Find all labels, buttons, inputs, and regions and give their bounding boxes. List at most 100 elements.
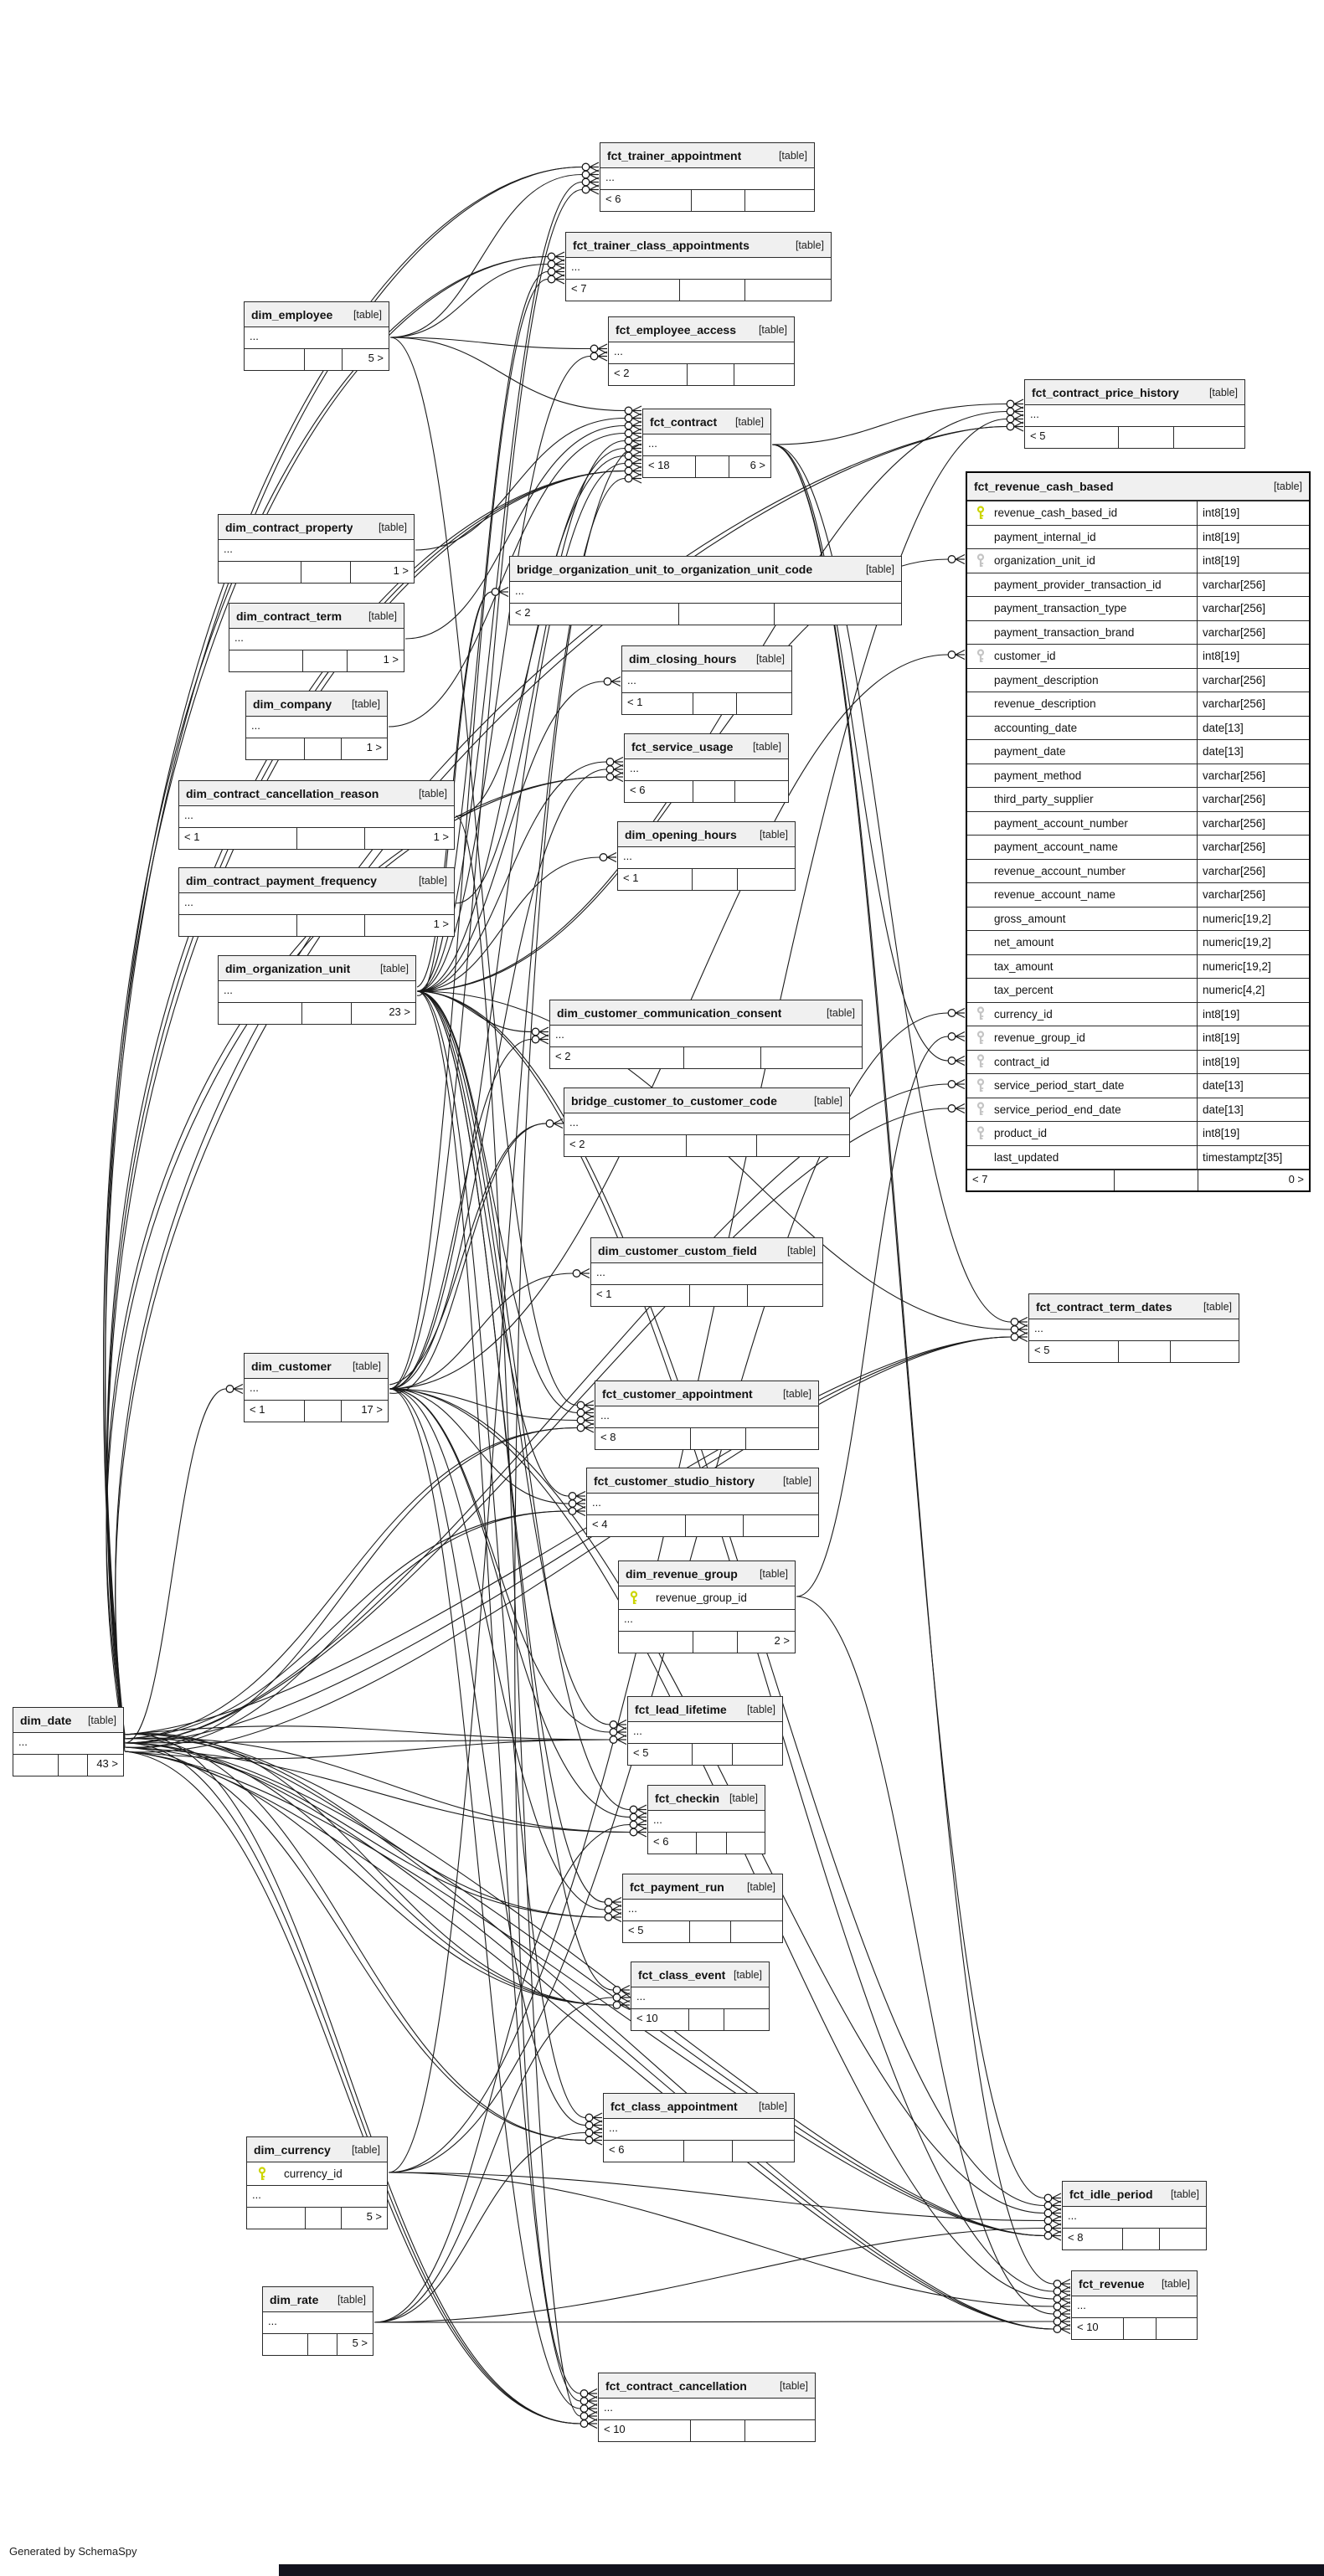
columns-ellipsis-row: ... [623, 1900, 782, 1921]
table-fct_contract_price_history[interactable]: fct_contract_price_history [table]... < 5 [1024, 379, 1245, 449]
crow-foot-marker [568, 1498, 586, 1509]
relationship-line [388, 432, 626, 728]
columns-ellipsis-row: ... [631, 1987, 769, 2009]
table-dim_closing_hours[interactable]: dim_closing_hours [table]... < 1 [621, 645, 792, 715]
table-dim_employee[interactable]: dim_employee [table]... 5 > [244, 301, 389, 371]
table-header: fct_employee_access [table] [609, 317, 794, 342]
relationship-line [124, 1737, 631, 1833]
horizontal-scrollbar-thumb[interactable] [279, 2564, 1324, 2576]
table-fct_customer_appointment[interactable]: fct_customer_appointment [table]... < 8 [595, 1381, 819, 1450]
table-dim_company[interactable]: dim_company [table]... 1 > [245, 691, 388, 760]
relationship-line [124, 1336, 1012, 1744]
columns-ellipsis-row: ... [179, 893, 454, 915]
footer-incoming-count: < 6 [630, 784, 646, 796]
table-bridge_customer_to_customer_code[interactable]: bridge_customer_to_customer_code [table].… [564, 1087, 850, 1157]
table-fct_class_appointment[interactable]: fct_class_appointment [table]... < 6 [603, 2093, 795, 2162]
column-name: payment_description [994, 673, 1099, 686]
crow-foot-marker [576, 1422, 595, 1433]
table-dim_customer_communication_consent[interactable]: dim_customer_communication_consent [table… [549, 1000, 863, 1069]
table-name: fct_customer_studio_history [594, 1473, 755, 1488]
table-fct_checkin[interactable]: fct_checkin [table]... < 6 [647, 1785, 765, 1854]
table-dim_contract_payment_frequency[interactable]: dim_contract_payment_frequency [table]...… [178, 867, 455, 937]
table-type-tag: [table] [778, 149, 807, 162]
table-footer: 5 > [245, 349, 389, 370]
crow-foot-marker [585, 2135, 603, 2146]
table-fct_trainer_class_appointments[interactable]: fct_trainer_class_appointments [table]...… [565, 232, 832, 301]
table-type-tag: [table] [759, 828, 788, 841]
footer-outgoing-count [744, 280, 831, 301]
table-dim_customer[interactable]: dim_customer [table]... < 1 17 > [244, 1353, 389, 1422]
table-fct_class_event[interactable]: fct_class_event [table]... < 10 [631, 1962, 770, 2031]
footer-outgoing-count: 1 > [349, 562, 414, 583]
footer-outgoing-count [744, 2420, 815, 2441]
table-fct_revenue[interactable]: fct_revenue [table]... < 10 [1071, 2270, 1198, 2340]
columns-ellipsis-row: ... [591, 1263, 822, 1285]
footer-outgoing-count [1172, 427, 1244, 448]
table-fct_idle_period[interactable]: fct_idle_period [table]... < 8 [1062, 2181, 1207, 2250]
table-dim_revenue_group[interactable]: dim_revenue_group [table] revenue_group_id… [618, 1561, 796, 1653]
table-type-tag: [table] [746, 1880, 775, 1893]
column-row: payment_method varchar[256] [967, 764, 1309, 788]
table-fct_trainer_appointment[interactable]: fct_trainer_appointment [table]... < 6 [600, 142, 815, 212]
table-fct_contract[interactable]: fct_contract [table]... < 18 6 > [642, 409, 771, 478]
table-dim_currency[interactable]: dim_currency [table] currency_id... 5 > [246, 2136, 388, 2229]
table-dim_contract_term[interactable]: dim_contract_term [table]... 1 > [229, 603, 404, 672]
column-name: customer_id [994, 650, 1056, 663]
column-row: payment_description varchar[256] [967, 668, 1309, 692]
footer-outgoing-count [1158, 2229, 1206, 2250]
columns-ellipsis-row: ... [566, 258, 831, 280]
footer-incoming-count [13, 1755, 58, 1776]
footer-outgoing-count [744, 190, 814, 211]
table-fct_revenue_cash_based[interactable]: fct_revenue_cash_based [table] revenue_cas… [966, 471, 1311, 1192]
column-row: contract_id int8[19] [967, 1050, 1309, 1074]
columns-ellipsis-row: ... [625, 759, 788, 781]
table-footer: < 1 [622, 693, 791, 714]
table-fct_service_usage[interactable]: fct_service_usage [table]... < 6 [624, 733, 789, 803]
table-header: dim_closing_hours [table] [622, 646, 791, 671]
footer-outgoing-count: 23 > [351, 1003, 415, 1024]
relationship-line [416, 761, 607, 992]
table-name: dim_closing_hours [629, 651, 737, 666]
columns-ellipsis-row: ... [179, 806, 454, 828]
column-type-cell: varchar[256] [1197, 764, 1309, 787]
footer-middle-cell [693, 781, 734, 802]
column-name-cell: service_period_start_date [967, 1074, 1197, 1098]
footer-middle-cell [693, 693, 736, 714]
table-header: dim_opening_hours [table] [618, 822, 795, 847]
table-dim_contract_property[interactable]: dim_contract_property [table]... 1 > [218, 514, 415, 584]
table-header: dim_customer [table] [245, 1354, 388, 1379]
table-fct_employee_access[interactable]: fct_employee_access [table]... < 2 [608, 316, 795, 386]
table-dim_rate[interactable]: dim_rate [table]... 5 > [262, 2286, 374, 2356]
column-name-cell: product_id [967, 1122, 1197, 1145]
columns-ellipsis-row: ... [564, 1113, 849, 1135]
footer-middle-cell [678, 604, 774, 625]
footer-middle-cell [1122, 2318, 1156, 2339]
columns-ellipsis-row: ... [219, 540, 414, 562]
table-dim_customer_custom_field[interactable]: dim_customer_custom_field [table]... < 1 [590, 1237, 823, 1307]
relationship-line [374, 2227, 1045, 2323]
footer-middle-cell [692, 1744, 731, 1765]
table-dim_opening_hours[interactable]: dim_opening_hours [table]... < 1 [617, 821, 796, 891]
crow-foot-marker [1043, 2193, 1062, 2203]
key-slot [974, 1031, 987, 1046]
table-fct_payment_run[interactable]: fct_payment_run [table]... < 5 [622, 1874, 783, 1943]
column-row: third_party_supplier varchar[256] [967, 788, 1309, 812]
column-name: service_period_end_date [994, 1103, 1121, 1116]
table-dim_organization_unit[interactable]: dim_organization_unit [table]... 23 > [218, 955, 416, 1025]
relationship-line [115, 425, 1007, 1740]
table-name: dim_company [253, 697, 332, 711]
columns-ellipsis-row: ... [263, 2312, 373, 2334]
table-dim_date[interactable]: dim_date [table]... 43 > [13, 1707, 124, 1776]
columns-ellipsis-row: ... [1063, 2207, 1206, 2229]
table-dim_contract_cancellation_reason[interactable]: dim_contract_cancellation_reason [table].… [178, 780, 455, 850]
table-fct_contract_term_dates[interactable]: fct_contract_term_dates [table]... < 5 [1028, 1293, 1239, 1363]
table-fct_contract_cancellation[interactable]: fct_contract_cancellation [table]... < 10 [598, 2373, 816, 2442]
table-bridge_organization_unit_to_organization_unit_code[interactable]: bridge_organization_unit_to_organization… [509, 556, 902, 625]
columns-ellipsis-row: ... [510, 582, 901, 604]
crow-foot-marker [612, 1999, 631, 2011]
columns-ellipsis-row: ... [13, 1733, 123, 1755]
table-fct_lead_lifetime[interactable]: fct_lead_lifetime [table]... < 5 [627, 1696, 783, 1766]
table-header: dim_revenue_group [table] [619, 1561, 795, 1586]
table-fct_customer_studio_history[interactable]: fct_customer_studio_history [table]... < 4 [586, 1468, 819, 1537]
